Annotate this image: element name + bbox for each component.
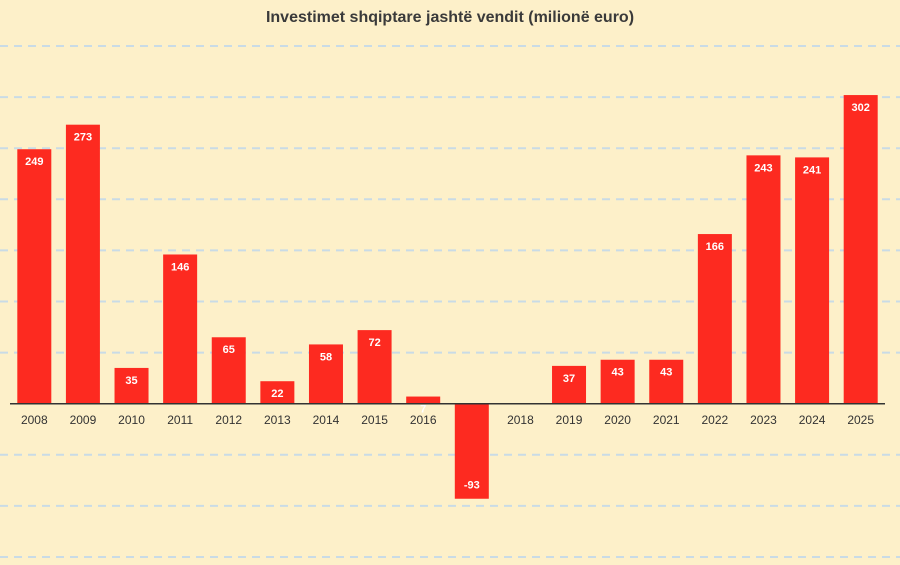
bar (454, 403, 489, 499)
x-tick-label: 2013 (264, 413, 291, 427)
x-tick-label: 2011 (167, 413, 193, 427)
bar (795, 157, 830, 404)
x-tick-label: 2024 (799, 413, 826, 427)
bar (406, 396, 441, 404)
bar (163, 254, 198, 404)
bar (746, 155, 781, 404)
value-label: 58 (320, 351, 332, 363)
x-tick-label: 2021 (653, 413, 680, 427)
value-label: 43 (612, 367, 624, 379)
value-label: 43 (660, 367, 672, 379)
x-tick-label: 2010 (118, 413, 145, 427)
x-tick-label: 2020 (604, 413, 631, 427)
x-tick-label: 2015 (361, 413, 388, 427)
bar (114, 367, 149, 404)
x-tick-label: 2009 (70, 413, 97, 427)
x-tick-label: 2025 (847, 413, 874, 427)
bar (843, 95, 878, 404)
value-label: 65 (223, 344, 235, 356)
value-label: 273 (74, 132, 92, 144)
bar (357, 330, 392, 404)
x-tick-label: 2022 (702, 413, 729, 427)
bar (17, 149, 52, 404)
bar (552, 365, 587, 404)
bar (65, 124, 100, 404)
value-label: 37 (563, 373, 575, 385)
value-label: 241 (803, 164, 821, 176)
x-tick-label: 2018 (507, 413, 534, 427)
value-label: -93 (464, 480, 480, 492)
x-tick-label: 2012 (215, 413, 242, 427)
x-tick-label: 2008 (21, 413, 48, 427)
bar (211, 337, 246, 404)
x-tick-label: 2023 (750, 413, 777, 427)
value-label: 7 (420, 403, 426, 415)
x-tick-label: 2014 (313, 413, 340, 427)
bar (649, 359, 684, 404)
chart-title: Investimet shqiptare jashtë vendit (mili… (266, 9, 634, 26)
value-label: 22 (271, 388, 283, 400)
x-tick-label: 2019 (556, 413, 583, 427)
value-label: 146 (171, 261, 189, 273)
value-label: 302 (852, 102, 870, 114)
x-tick-label: 2016 (410, 413, 437, 427)
value-label: 72 (368, 337, 380, 349)
value-label: 166 (706, 241, 724, 253)
bar (697, 234, 732, 404)
bar (308, 344, 343, 404)
value-label: 249 (25, 156, 43, 168)
bar (600, 359, 635, 404)
bar (260, 381, 295, 404)
value-label: 243 (754, 162, 772, 174)
value-label: 35 (125, 375, 137, 387)
